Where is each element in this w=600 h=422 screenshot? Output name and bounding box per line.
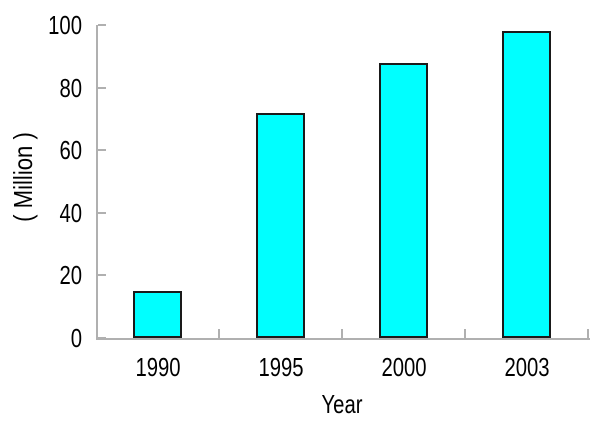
bar-1995 <box>256 112 305 338</box>
y-tick-mark <box>98 274 106 277</box>
y-tick-label: 40 <box>59 197 82 228</box>
x-tick-label: 1995 <box>257 352 304 382</box>
y-tick-label: 80 <box>59 72 82 103</box>
y-tick-mark <box>98 86 106 89</box>
x-tick-mark <box>341 329 343 338</box>
x-tick-label: 2000 <box>380 352 427 382</box>
y-tick-mark <box>98 211 106 214</box>
y-tick-label: 0 <box>70 323 82 353</box>
x-tick-label: 2003 <box>503 352 550 382</box>
plot-area <box>96 24 590 340</box>
x-axis-title: Year <box>321 389 363 419</box>
y-tick-label: 20 <box>59 260 82 291</box>
bar-2003 <box>502 31 551 338</box>
y-tick-label: 60 <box>59 135 82 166</box>
x-tick-mark <box>587 329 589 338</box>
y-tick-mark <box>98 149 106 152</box>
y-tick-label: 100 <box>48 10 82 40</box>
y-axis-line <box>96 25 98 340</box>
x-axis-line <box>96 338 590 340</box>
bar-1990 <box>133 291 182 338</box>
x-tick-mark <box>464 329 466 338</box>
bar-2000 <box>379 62 428 338</box>
x-tick-mark <box>218 329 220 338</box>
y-tick-mark <box>98 337 106 339</box>
x-tick-label: 1990 <box>134 352 181 382</box>
y-tick-mark <box>98 24 106 26</box>
